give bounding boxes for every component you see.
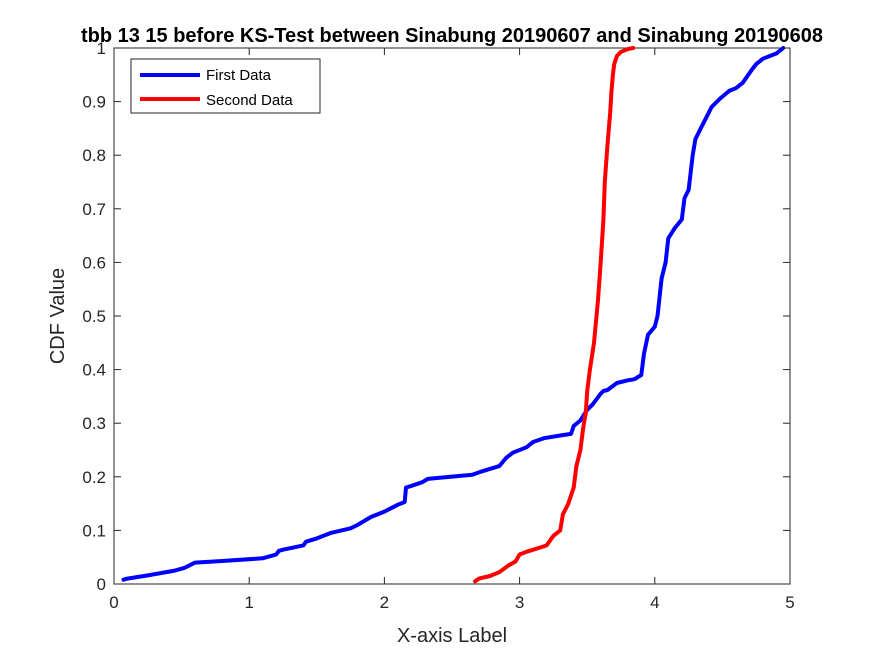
y-tick-label: 0.1 <box>82 521 106 540</box>
x-tick-label: 3 <box>515 593 524 612</box>
series-line-second-data <box>473 46 636 584</box>
x-tick-label: 2 <box>380 593 389 612</box>
x-axis-label: X-axis Label <box>397 625 507 647</box>
y-tick-label: 0.4 <box>82 361 106 380</box>
chart-title: tbb 13 15 before KS-Test between Sinabun… <box>81 25 823 47</box>
series-line-first-data <box>121 46 786 582</box>
legend-box <box>130 58 321 114</box>
y-tick-label: 0.2 <box>82 468 106 487</box>
y-tick-label: 1 <box>97 39 106 58</box>
legend-label-first-data: First Data <box>206 67 272 84</box>
y-tick-label: 0.9 <box>82 93 106 112</box>
legend: First Data Second Data <box>130 58 321 114</box>
axis-ticks: 0 1 2 3 4 5 0 0.1 0.2 0.3 0.4 0.5 0.6 0.7 0.8 0.9 1 <box>82 39 794 612</box>
x-tick-label: 4 <box>650 593 659 612</box>
y-tick-label: 0.3 <box>82 414 106 433</box>
y-tick-label: 0.5 <box>82 307 106 326</box>
y-tick-label: 0.6 <box>82 253 106 272</box>
plot-area <box>113 46 791 585</box>
legend-label-second-data: Second Data <box>206 92 293 109</box>
x-tick-label: 1 <box>244 593 253 612</box>
y-tick-label: 0 <box>97 575 106 594</box>
x-tick-label: 0 <box>109 593 118 612</box>
y-tick-label: 0.8 <box>82 146 106 165</box>
y-tick-label: 0.7 <box>82 200 106 219</box>
x-tick-label: 5 <box>785 593 794 612</box>
y-axis-label: CDF Value <box>47 268 69 364</box>
axes-box <box>113 47 791 585</box>
